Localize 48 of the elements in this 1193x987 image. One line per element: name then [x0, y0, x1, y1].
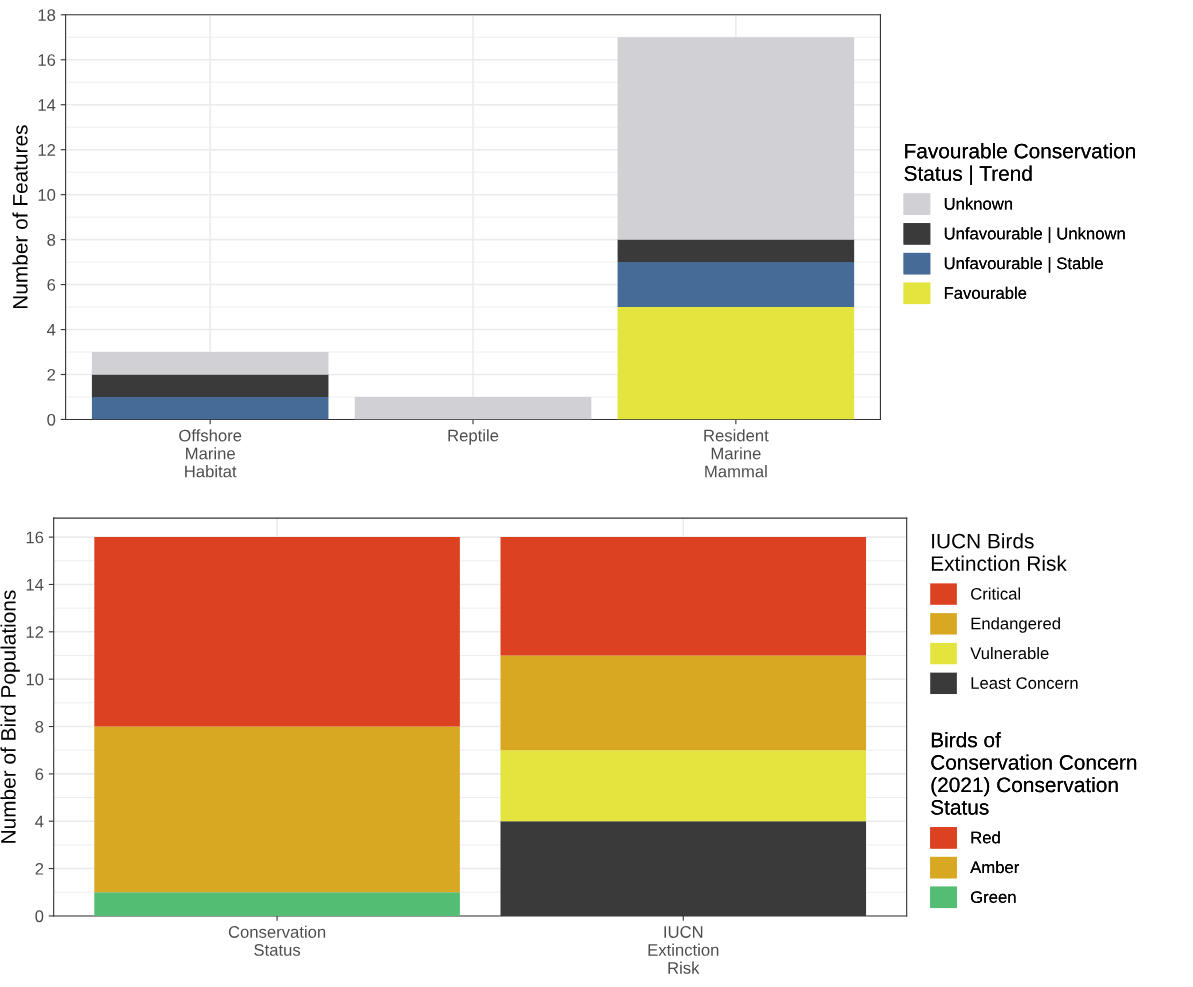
y-tick-label: 0: [35, 910, 44, 923]
y-tick-label: 18: [38, 9, 56, 22]
y-axis-title: Number of Features: [12, 125, 28, 309]
text: Favourable Conservation Status | Trend: [904, 143, 1135, 186]
bar: [617, 307, 855, 420]
y-tick-label: 6: [35, 768, 44, 781]
x-tick-label: Conservation Status: [228, 925, 326, 956]
y-tick-label: 8: [35, 720, 44, 733]
x-tick-label: IUCN Extinction Risk: [648, 926, 719, 974]
legend-label: Unfavourable | Unknown: [944, 227, 1125, 243]
bar: [617, 239, 855, 263]
y-tick-label: 4: [47, 324, 56, 336]
bar: [91, 352, 329, 375]
legend-label: Vulnerable: [970, 646, 1049, 660]
bar: [91, 374, 329, 397]
y-tick-label: 16: [26, 531, 44, 544]
y-tick-label: 10: [38, 189, 56, 201]
bar: [617, 37, 855, 240]
y-tick-label: 6: [47, 278, 56, 291]
y-axis-title: Number of Bird Populations: [0, 590, 20, 843]
legend-label: Critical: [971, 587, 1021, 600]
x-tick-label: Resident Marine Mammal: [704, 429, 769, 478]
text: IUCN Birds Extinction Risk: [931, 533, 1067, 571]
bar: [354, 396, 592, 420]
y-tick-label: 14: [38, 99, 56, 111]
legend-label: Unknown: [944, 197, 1012, 210]
y-tick-label: 4: [35, 815, 44, 828]
legend-label: Unfavourable | Stable: [944, 256, 1103, 273]
legend-label: Least Concern: [971, 677, 1078, 689]
text: Birds of Conservation Concern (2021) Conservation Status: [931, 732, 1137, 815]
y-tick-label: 16: [38, 54, 56, 66]
bar: [91, 396, 329, 420]
legend-label: Endangered: [971, 617, 1060, 633]
legend-label: Amber: [970, 860, 1020, 874]
legend-label: Red: [971, 831, 1000, 844]
y-tick-label: 2: [35, 862, 44, 875]
x-tick-label: Offshore Marine Habitat: [179, 429, 242, 478]
y-tick-label: 0: [47, 413, 56, 426]
legend-label: Favourable: [944, 286, 1027, 299]
y-tick-label: 14: [26, 579, 44, 591]
bar: [617, 262, 855, 308]
y-tick-label: 2: [47, 368, 56, 381]
y-tick-label: 10: [26, 673, 44, 686]
x-tick-label: Reptile: [448, 429, 499, 445]
y-tick-label: 12: [26, 626, 44, 638]
y-tick-label: 8: [47, 234, 56, 246]
legend-label: Green: [971, 891, 1016, 903]
y-tick-label: 12: [38, 144, 56, 156]
